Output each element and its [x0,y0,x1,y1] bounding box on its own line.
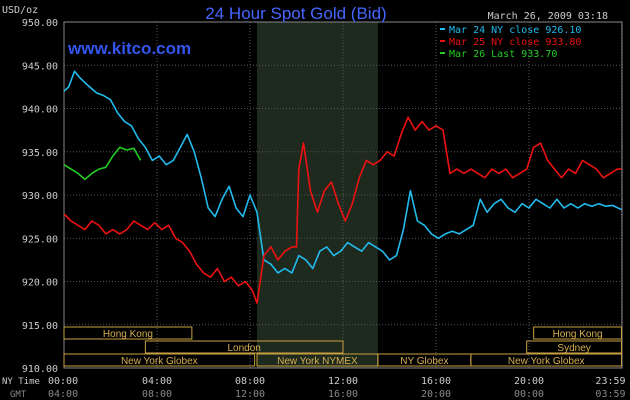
session-box [533,326,623,340]
legend-entry: Mar 26 Last 933.70 [449,49,557,60]
x-tick-label-gmt: 12:00 [235,389,265,400]
session-label: NY Globex [400,356,448,367]
session-label: Hong Kong [103,329,153,340]
x-tick-label-gmt: 04:00 [48,389,78,400]
session-box [63,353,256,367]
session-label: Sydney [557,343,590,354]
session-box [470,353,623,367]
chart-title: 24 Hour Spot Gold (Bid) [205,4,386,23]
x-tick-label: 04:00 [142,376,172,387]
y-tick-label: 910.00 [22,364,58,375]
session-box [144,340,344,354]
y-tick-label: 920.00 [22,278,58,289]
y-tick-label: 950.00 [22,18,58,29]
legend-entry: Mar 24 NY close 926.10 [449,25,581,36]
ny-time-label: NY Time [2,377,40,387]
y-tick-label: 915.00 [22,321,58,332]
session-label: New York Globex [508,356,585,367]
x-tick-label-gmt: 08:00 [142,389,172,400]
x-tick-label: 12:00 [328,376,358,387]
nymex-shaded-region [256,22,378,368]
legend-entry: Mar 25 NY close 933.80 [449,37,581,48]
x-tick-label-gmt: 16:00 [328,389,358,400]
watermark: www.kitco.com [67,39,191,58]
x-tick-label: 16:00 [421,376,451,387]
y-tick-label: 940.00 [22,105,58,116]
series-line-1 [63,116,622,304]
y-axis-label: USD/oz [2,5,38,16]
legend-swatch [440,28,445,30]
x-tick-label-gmt: 03:59 [595,389,625,400]
session-label: New York NYMEX [277,356,358,367]
timestamp: March 26, 2009 03:18 [488,11,608,22]
session-box [526,340,623,354]
session-box [63,326,193,340]
legend-swatch [440,40,445,42]
legend-swatch [440,52,445,54]
series-line-0 [63,70,622,274]
x-tick-label: 08:00 [235,376,265,387]
y-tick-label: 930.00 [22,191,58,202]
y-tick-label: 925.00 [22,234,58,245]
session-label: London [228,343,261,354]
session-label: Hong Kong [553,329,603,340]
series-line-2 [63,146,142,181]
x-tick-label: 23:59 [595,376,625,387]
session-label: New York Globex [121,356,198,367]
x-tick-label: 20:00 [514,376,544,387]
y-tick-label: 945.00 [22,61,58,72]
x-tick-label-gmt: 20:00 [421,389,451,400]
plot-border [63,21,623,369]
gmt-label: GMT [10,390,27,400]
y-tick-label: 935.00 [22,148,58,159]
x-tick-label-gmt: 00:00 [514,389,544,400]
x-tick-label: 00:00 [48,376,78,387]
